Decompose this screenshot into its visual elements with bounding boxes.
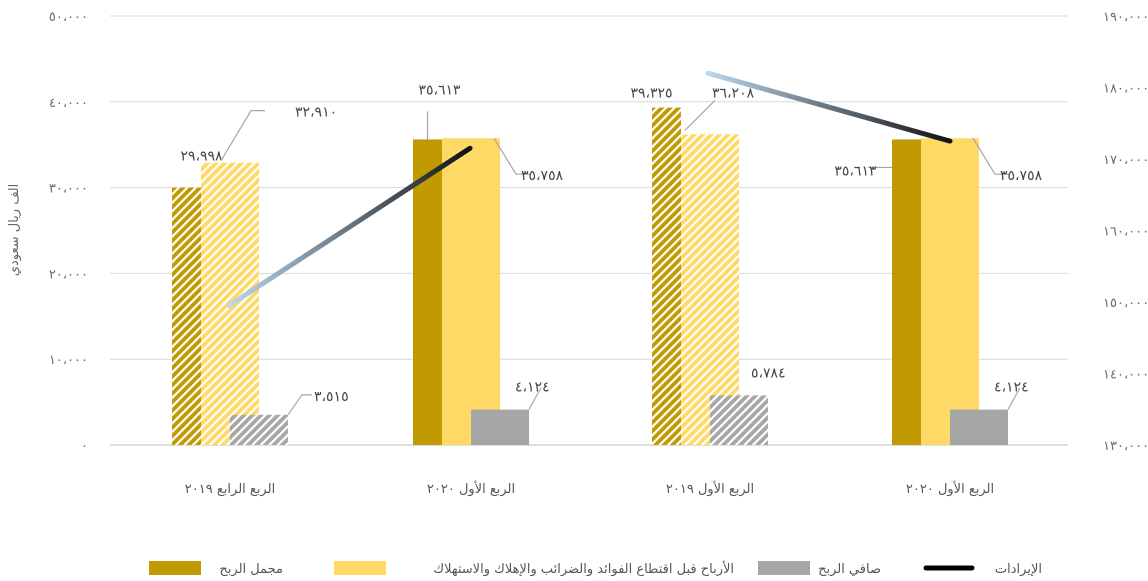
left-tick-label: ٢٠،٠٠٠ (49, 267, 88, 282)
right-tick-label: ١٣٠،٠٠٠ (1103, 439, 1148, 454)
right-tick-label: ١٦٠،٠٠٠ (1103, 225, 1148, 240)
right-tick-label: ١٨٠،٠٠٠ (1103, 82, 1148, 97)
leader-line (287, 394, 312, 416)
legend-label-net-profit: صافي الربح (818, 562, 881, 577)
net-profit-bar (950, 409, 1008, 445)
gross-profit-bar (172, 187, 201, 445)
revenue-line (226, 70, 953, 309)
category-label: الربع الأول ٢٠١٩ (666, 480, 754, 497)
data-label: ٣٥،٧٥٨ (521, 168, 564, 184)
category-label: الربع الرابع ٢٠١٩ (185, 482, 275, 497)
left-tick-label: ١٠،٠٠٠ (49, 353, 88, 368)
legend-label-revenue: الإيرادات (995, 562, 1042, 577)
left-tick-label: ٣٠،٠٠٠ (49, 182, 88, 197)
right-axis: ١٣٠،٠٠٠ ١٤٠،٠٠٠ ١٥٠،٠٠٠ ١٦٠،٠٠٠ ١٧٠،٠٠٠ ١٨٠،٠… (1103, 10, 1148, 454)
left-tick-label: ٤٠،٠٠٠ (49, 96, 88, 111)
leader-line (684, 99, 716, 131)
ebitda-bar (921, 138, 979, 446)
category-label: الربع الأول ٢٠٢٠ (906, 480, 994, 497)
data-label: ٤،١٢٤ (994, 380, 1029, 396)
leader-line (220, 110, 265, 161)
legend-label-ebitda: الأرباح قبل اقتطاع الفوائد والضرائب والإ… (433, 560, 734, 577)
left-tick-label: ٥٠،٠٠٠ (49, 10, 88, 25)
right-tick-label: ١٥٠،٠٠٠ (1103, 296, 1148, 311)
bars (172, 107, 1008, 446)
net-profit-bar (710, 395, 768, 445)
data-labels: ٢٩،٩٩٨ ٣٢،٩١٠ ٣،٥١٥ ٣٥،٦١٣ ٣٥،٧٥٨ ٤،١٢٤ ٣٩،٣٢٥… (180, 82, 1043, 416)
legend-swatch-net-profit (758, 561, 810, 575)
ebitda-bar (442, 138, 500, 446)
left-tick-label: ٠ (81, 439, 88, 454)
gross-profit-bar (892, 139, 921, 445)
leader-line (528, 387, 542, 410)
data-label: ٣٦،٢٠٨ (712, 85, 755, 101)
data-label: ٤،١٢٤ (515, 380, 550, 396)
legend: الإيرادات صافي الربح الأرباح قبل اقتطاع ال… (149, 560, 1042, 577)
leader-line (493, 137, 530, 175)
data-label: ٣،٥١٥ (314, 389, 349, 405)
data-label: ٣٥،٦١٣ (834, 163, 877, 179)
right-tick-label: ١٧٠،٠٠٠ (1103, 153, 1148, 168)
revenue-line-segment (226, 145, 473, 309)
net-profit-bar (471, 409, 529, 445)
data-label: ٣٢،٩١٠ (295, 105, 337, 121)
legend-swatch-ebitda (334, 561, 386, 575)
left-axis: ٠ ١٠،٠٠٠ ٢٠،٠٠٠ ٣٠،٠٠٠ ٤٠،٠٠٠ ٥٠،٠٠٠ (49, 10, 88, 454)
leader-line (1007, 387, 1021, 410)
category-label: الربع الأول ٢٠٢٠ (427, 480, 515, 497)
data-label: ٣٥،٦١٣ (418, 82, 461, 98)
legend-label-gross-profit: مجمل الربح (219, 562, 283, 577)
right-tick-label: ١٤٠،٠٠٠ (1103, 368, 1148, 383)
y-axis-title: الف ريال سعودي (7, 184, 22, 276)
net-profit-bar (230, 414, 288, 445)
leader-line (972, 137, 1009, 175)
category-labels: الربع الرابع ٢٠١٩ الربع الأول ٢٠٢٠ الربع ا… (185, 480, 994, 497)
data-label: ٣٩،٣٢٥ (630, 86, 672, 102)
right-tick-label: ١٩٠،٠٠٠ (1103, 10, 1148, 25)
revenue-line-segment (705, 70, 953, 144)
data-label: ٢٩،٩٩٨ (180, 149, 223, 165)
data-label: ٣٥،٧٥٨ (1000, 168, 1043, 184)
legend-swatch-gross-profit (149, 561, 201, 575)
gross-profit-bar (652, 107, 681, 446)
data-label: ٥،٧٨٤ (751, 365, 786, 381)
gross-profit-bar (413, 139, 442, 445)
ebitda-bar (681, 134, 739, 445)
